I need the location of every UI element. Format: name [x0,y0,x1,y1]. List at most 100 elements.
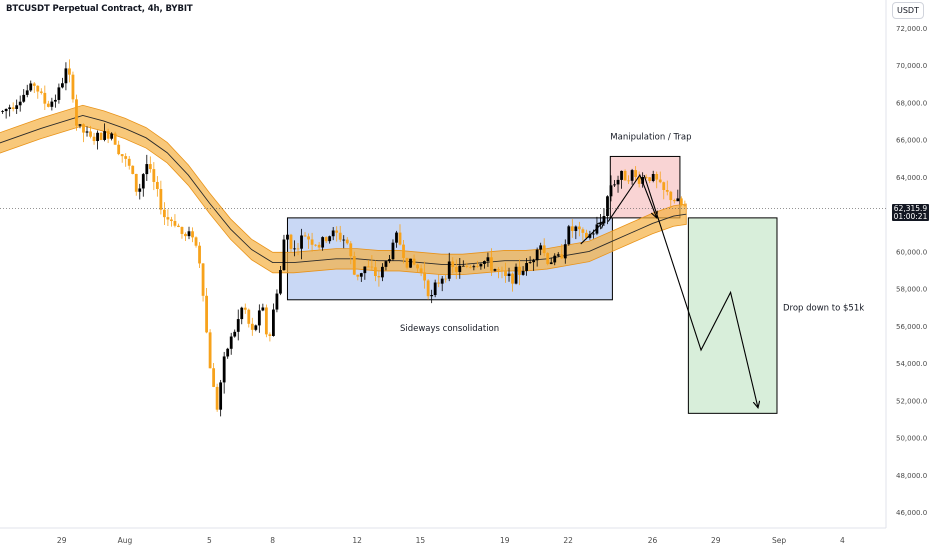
candle-body [345,239,349,244]
candle-body [103,131,107,140]
candle-body [46,103,50,107]
candle-body [461,265,465,267]
candle-body [36,85,40,92]
candle-body [627,180,630,182]
candle-body [570,226,574,231]
candle-body [381,266,384,278]
price-tick-label: 60,000.0 [896,248,927,256]
candle-body [630,170,634,181]
price-tick-label: 50,000.0 [896,435,927,443]
candle-body [310,239,314,245]
candle-body [268,334,272,336]
candle-body [613,184,616,186]
candle-body [233,331,237,337]
candle-body [53,99,57,102]
candle-body [377,276,381,278]
candle-body [440,278,444,284]
candle-body [177,225,180,227]
candle-body [22,94,26,102]
candle-body [155,181,159,189]
candle-body [166,217,170,220]
sideways-consolidation-label: Sideways consolidation [400,324,499,334]
candle-body [275,293,279,310]
drop-target-box[interactable] [687,217,778,414]
candle-body [437,282,441,284]
candle-body [32,83,36,86]
candle-body [634,170,638,178]
candle-body [567,226,571,245]
candle-body [391,242,395,260]
candle-body [92,136,96,142]
candle-body [261,307,265,311]
time-tick-label: 4 [840,536,845,545]
candle-body [18,101,22,106]
candle-body [465,265,469,267]
candle-body [314,244,318,246]
candle-body [423,272,427,281]
candle-body [468,266,472,268]
time-tick-label: 5 [207,536,212,545]
candle-body [475,266,479,268]
candle-body [110,133,114,139]
candle-body [592,233,595,235]
candle-body [577,226,581,230]
candle-body [324,237,328,242]
candle-body [279,270,282,294]
price-tick-label: 46,000.0 [896,509,927,517]
trap-arrow [607,173,657,222]
price-tick-label: 72,000.0 [896,25,927,33]
candle-body [486,257,490,262]
candle-body [307,236,310,240]
candle-body [588,234,592,238]
candle-body [528,262,532,264]
price-tick-label: 52,000.0 [896,397,927,405]
candle-body [303,235,307,237]
candle-body [665,189,669,192]
candle-body [549,262,553,265]
candle-body [483,261,486,264]
candle-body [198,245,201,264]
candle-body [388,259,391,262]
candle-body [458,265,462,273]
candle-body [212,368,216,387]
time-tick-label: 22 [563,536,573,545]
last-price-value: 62,315.9 [893,204,928,213]
candle-body [433,282,437,296]
candle-body [82,124,85,133]
candle-body [264,307,268,335]
candle-body [683,205,687,206]
candle-body [525,263,529,271]
candle-body [321,237,325,248]
time-tick-label: 29 [57,536,67,545]
price-tick-label: 56,000.0 [896,323,927,331]
candle-body [113,133,117,145]
candle-body [300,235,303,249]
time-tick-label: 12 [352,536,362,545]
candle-body [15,105,19,109]
currency-button[interactable]: USDT [892,2,924,19]
candle-body [651,173,655,182]
candle-body [542,245,546,254]
candle-body [405,257,409,268]
time-tick-label: Sep [772,536,786,545]
candle-body [162,209,166,218]
candle-body [616,179,620,185]
candle-body [395,232,398,243]
candle-body [152,169,156,182]
candle-body [296,248,300,250]
candle-body [215,386,219,410]
candle-body [173,221,177,226]
candle-body [479,263,483,267]
candle-body [229,336,233,349]
candle-body [159,188,163,210]
candle-body [8,107,12,109]
drop-target-label: Drop down to $51k [783,304,864,314]
candle-body [672,200,676,202]
candle-body [609,185,613,197]
candle-body [243,307,247,310]
candle-body [349,243,353,257]
candle-body [184,233,187,237]
candle-body [331,230,335,237]
